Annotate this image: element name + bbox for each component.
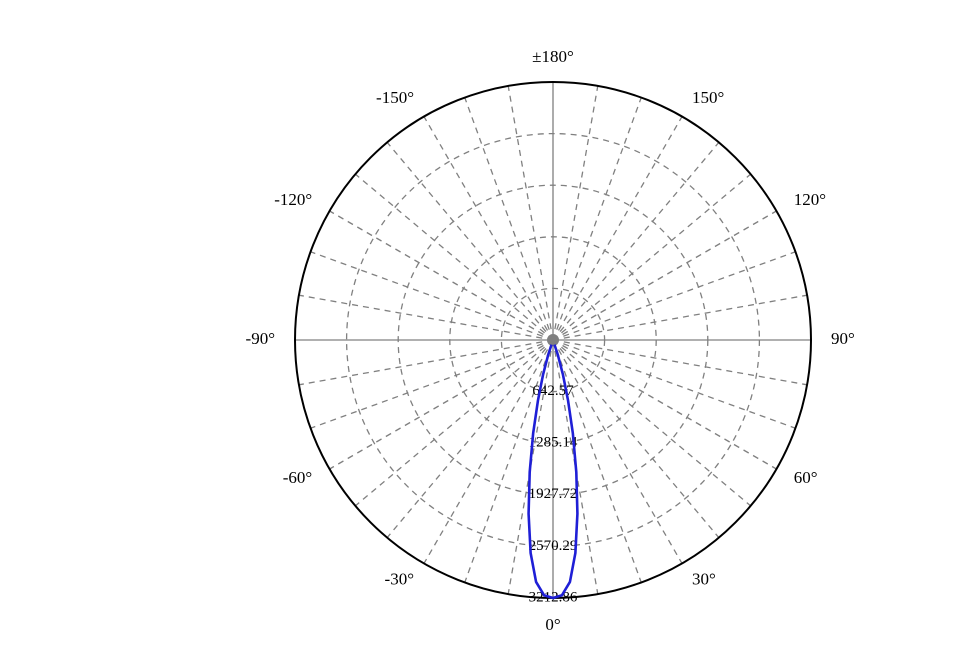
angle-label: 150°: [692, 88, 724, 107]
center-marker: [548, 335, 558, 345]
angle-label: -120°: [274, 190, 312, 209]
angle-label: 0°: [545, 615, 560, 634]
angle-label: -60°: [283, 468, 312, 487]
angle-label: 120°: [794, 190, 826, 209]
ring-label: 1285.14: [529, 435, 578, 451]
ring-label: 2570.29: [529, 538, 578, 554]
angle-label: 30°: [692, 570, 716, 589]
angle-label: ±180°: [532, 47, 574, 66]
ring-label: 1927.72: [529, 486, 578, 502]
polar-chart: 642.571285.141927.722570.293212.860°30°6…: [0, 0, 979, 663]
polar-chart-svg: 642.571285.141927.722570.293212.860°30°6…: [0, 0, 979, 663]
angle-label: -30°: [385, 570, 414, 589]
angle-label: -90°: [246, 329, 275, 348]
angle-label: 60°: [794, 468, 818, 487]
angle-label: 90°: [831, 329, 855, 348]
angle-label: -150°: [376, 88, 414, 107]
